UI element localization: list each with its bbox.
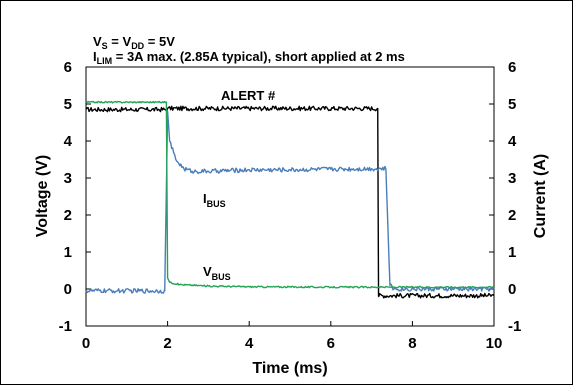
y-tick-label-right: 5	[508, 96, 516, 113]
series-line-alert	[85, 105, 495, 299]
y-axis-label-left: Voltage (V)	[34, 155, 51, 237]
y-tick-label-left: -1	[59, 318, 72, 335]
x-tick-label: 0	[82, 335, 90, 352]
axis-ticks: 0 2 4 6 8 10 -1 0 1 2 3 4 5 6 -1 0 1 2 3 4 5 6	[59, 59, 522, 352]
y-tick-label-left: 2	[64, 207, 72, 224]
y-tick-label-left: 6	[64, 59, 72, 76]
y-tick-label-left: 4	[64, 133, 73, 150]
series-labels: ALERT # IBUS VBUS	[203, 88, 276, 282]
series-line-vbus	[85, 100, 495, 289]
x-tick-label: 2	[163, 335, 171, 352]
y-tick-label-right: 2	[508, 207, 516, 224]
series-label-vbus: VBUS	[203, 264, 231, 282]
y-tick-label-left: 0	[64, 281, 72, 298]
x-tick-label: 8	[408, 335, 416, 352]
annotation-line-2: ILIM = 3A max. (2.85A typical), short ap…	[93, 49, 405, 66]
x-axis-label: Time (ms)	[252, 360, 327, 377]
y-tick-label-left: 3	[64, 170, 72, 187]
series-label-alert: ALERT #	[221, 88, 276, 103]
x-tick-label: 6	[327, 335, 335, 352]
series-lines	[85, 100, 495, 299]
y-tick-label-right: 4	[508, 133, 517, 150]
y-axis-label-right: Current (A)	[532, 154, 549, 238]
y-tick-label-right: 0	[508, 281, 516, 298]
plot-area-frame	[85, 66, 495, 327]
y-tick-label-right: 1	[508, 244, 516, 261]
y-tick-label-right: -1	[508, 318, 521, 335]
series-label-ibus: IBUS	[203, 191, 226, 209]
y-tick-label-left: 1	[64, 244, 72, 261]
y-tick-label-left: 5	[64, 96, 72, 113]
x-tick-label: 4	[245, 335, 254, 352]
x-tick-label: 10	[486, 335, 503, 352]
series-line-ibus	[85, 110, 495, 294]
y-tick-label-right: 6	[508, 59, 516, 76]
annotation-line-1: VS = VDD = 5V	[93, 34, 175, 51]
y-tick-label-right: 3	[508, 170, 516, 187]
